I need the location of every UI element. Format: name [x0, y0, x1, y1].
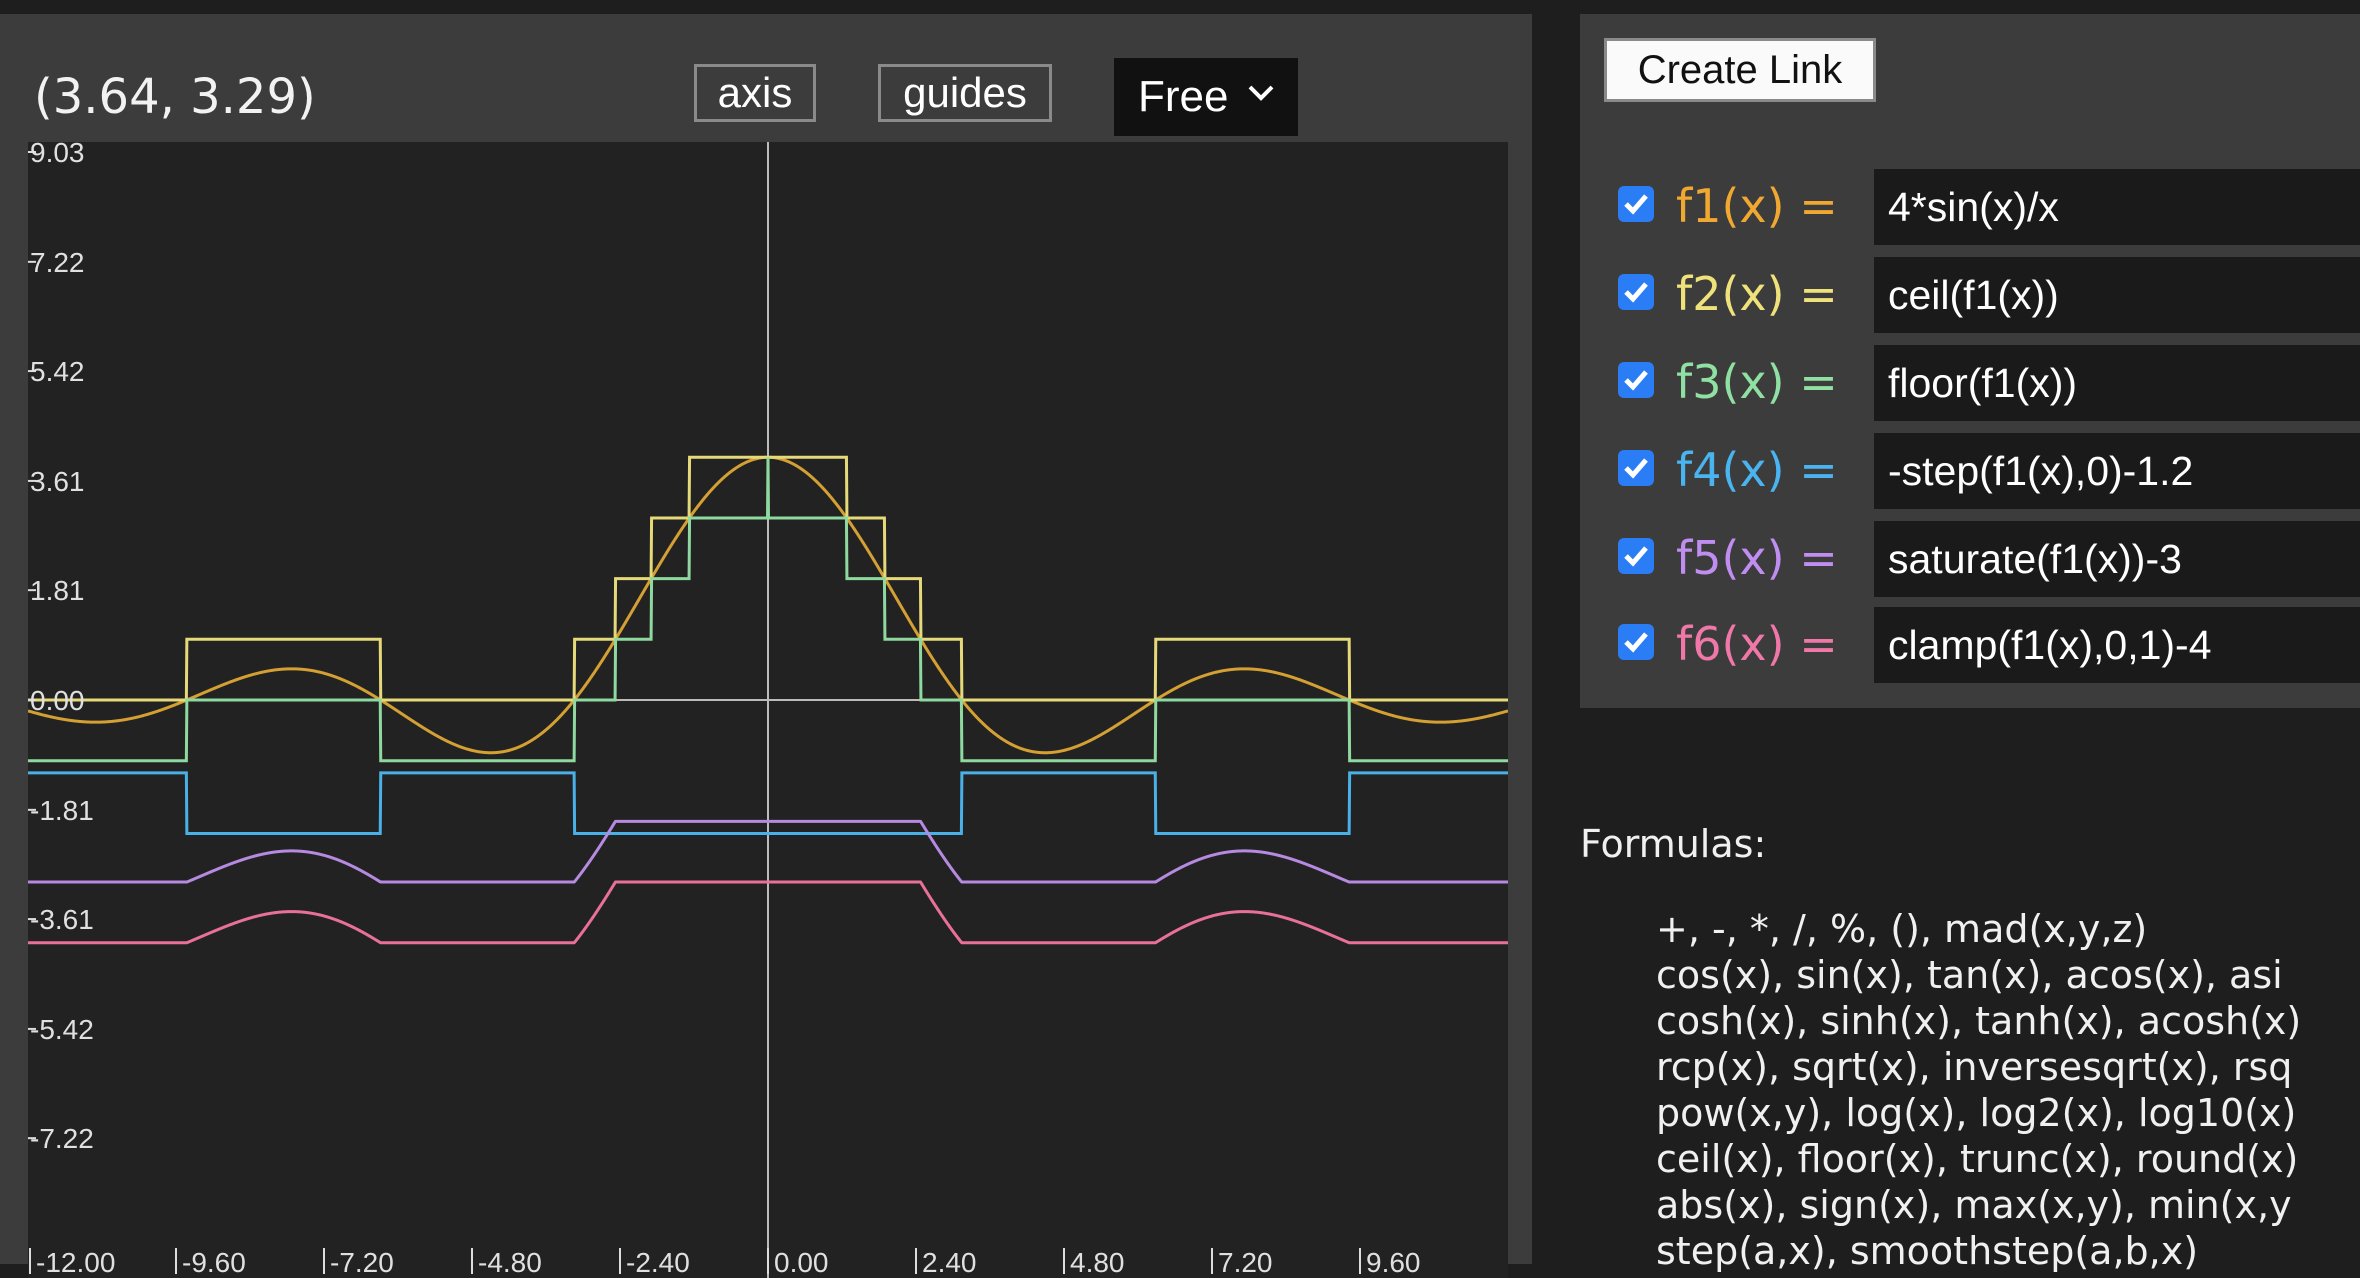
function-enabled-checkbox[interactable]: [1618, 274, 1654, 310]
mode-select-value: Free: [1138, 72, 1229, 121]
function-row: f4(x) = -step(f1(x),0)-1.2: [1580, 433, 2360, 520]
x-tick-label: 0.00: [774, 1247, 829, 1278]
formula-list-item: ceil(x), floor(x), trunc(x), round(x): [1656, 1136, 2360, 1182]
cursor-coordinate-readout: (3.64, 3.29): [34, 69, 316, 125]
function-label: f1(x) =: [1676, 179, 1838, 233]
formula-list-item: abs(x), sign(x), max(x,y), min(x,y: [1656, 1182, 2360, 1228]
plot-area[interactable]: 9.03 7.22 5.42 3.61 1.81 0.00 -1.81 -3.61 -5.42 -…: [28, 142, 1508, 1278]
formula-text: +, -, *, /, %, (), mad(x,y,z): [1656, 907, 2148, 951]
y-tick-label: -1.81: [30, 795, 94, 826]
x-tick-label: -12.00: [36, 1247, 115, 1278]
y-tick-label: 0.00: [30, 685, 85, 716]
axis-toggle-button[interactable]: axis: [694, 64, 816, 122]
y-tick-label: -5.42: [30, 1014, 94, 1045]
x-tick-label: 9.60: [1366, 1247, 1421, 1278]
formula-text: cosh(x), sinh(x), tanh(x), acosh(x): [1656, 999, 2302, 1043]
formula-text: ceil(x), floor(x), trunc(x), round(x): [1656, 1137, 2299, 1181]
x-tick-label: -9.60: [182, 1247, 246, 1278]
chevron-down-icon: [1248, 85, 1274, 101]
formula-list-item: pow(x,y), log(x), log2(x), log10(x): [1656, 1090, 2360, 1136]
formulas-heading: Formulas:: [1580, 822, 1767, 866]
function-label: f3(x) =: [1676, 355, 1838, 409]
function-label: f2(x) =: [1676, 267, 1838, 321]
series-line-f6: [28, 880, 1508, 945]
formula-list-item: cosh(x), sinh(x), tanh(x), acosh(x): [1656, 998, 2360, 1044]
formula-list-item: step(a,x), smoothstep(a,b,x): [1656, 1228, 2360, 1274]
mode-select[interactable]: Free: [1114, 58, 1298, 136]
function-plot[interactable]: 9.03 7.22 5.42 3.61 1.81 0.00 -1.81 -3.61 -5.42 -…: [28, 142, 1508, 1278]
x-tick-label: -2.40: [626, 1247, 690, 1278]
function-expression-input[interactable]: ceil(f1(x)): [1874, 257, 2360, 333]
formulas-list: +, -, *, /, %, (), mad(x,y,z) cos(x), sin…: [1656, 906, 2360, 1274]
function-expression-input[interactable]: 4*sin(x)/x: [1874, 169, 2360, 245]
y-tick-label: 9.03: [30, 142, 85, 168]
formula-list-item: rcp(x), sqrt(x), inversesqrt(x), rsq: [1656, 1044, 2360, 1090]
function-expression-input[interactable]: clamp(f1(x),0,1)-4: [1874, 607, 2360, 683]
function-row: f1(x) = 4*sin(x)/x: [1580, 169, 2360, 256]
guides-toggle-button[interactable]: guides: [878, 64, 1052, 122]
x-tick-label: 4.80: [1070, 1247, 1125, 1278]
function-label: f4(x) =: [1676, 443, 1838, 497]
y-tick-label: 5.42: [30, 356, 85, 387]
function-enabled-checkbox[interactable]: [1618, 362, 1654, 398]
function-label: f5(x) =: [1676, 531, 1838, 585]
checkmark-icon: [1624, 458, 1648, 479]
y-tick-label: -7.22: [30, 1123, 94, 1154]
function-enabled-checkbox[interactable]: [1618, 538, 1654, 574]
y-tick-label: 3.61: [30, 466, 85, 497]
function-row: f5(x) = saturate(f1(x))-3: [1580, 521, 2360, 608]
checkmark-icon: [1624, 282, 1648, 303]
function-editor-panel: Create Link f1(x) = 4*sin(x)/x f2(x) = ceil…: [1580, 14, 2360, 708]
function-enabled-checkbox[interactable]: [1618, 186, 1654, 222]
formula-text: rcp(x), sqrt(x), inversesqrt(x), rsq: [1656, 1045, 2293, 1089]
formula-text: cos(x), sin(x), tan(x), acos(x), asi: [1656, 953, 2283, 997]
series-line-f3: [28, 457, 1508, 763]
function-label: f6(x) =: [1676, 617, 1838, 671]
function-expression-input[interactable]: -step(f1(x),0)-1.2: [1874, 433, 2360, 509]
checkmark-icon: [1624, 546, 1648, 567]
checkmark-icon: [1624, 632, 1648, 653]
checkmark-icon: [1624, 194, 1648, 215]
create-link-button[interactable]: Create Link: [1604, 38, 1876, 102]
function-enabled-checkbox[interactable]: [1618, 450, 1654, 486]
checkmark-icon: [1624, 370, 1648, 391]
series-line-f4: [28, 771, 1508, 836]
formula-list-item: +, -, *, /, %, (), mad(x,y,z): [1656, 906, 2360, 952]
series-line-f5: [28, 819, 1508, 884]
y-tick-label: -3.61: [30, 904, 94, 935]
formula-text: step(a,x), smoothstep(a,b,x): [1656, 1229, 2199, 1273]
x-tick-label: 7.20: [1218, 1247, 1273, 1278]
function-expression-input[interactable]: saturate(f1(x))-3: [1874, 521, 2360, 597]
y-tick-label: 7.22: [30, 247, 85, 278]
y-tick-label: 1.81: [30, 575, 85, 606]
function-row: f6(x) = clamp(f1(x),0,1)-4: [1580, 607, 2360, 694]
function-expression-input[interactable]: floor(f1(x)): [1874, 345, 2360, 421]
formula-text: pow(x,y), log(x), log2(x), log10(x): [1656, 1091, 2297, 1135]
x-tick-label: -7.20: [330, 1247, 394, 1278]
formula-text: abs(x), sign(x), max(x,y), min(x,y: [1656, 1183, 2292, 1227]
x-tick-label: -4.80: [478, 1247, 542, 1278]
graph-panel: (3.64, 3.29) axis guides Free 9.03 7.22 5.…: [0, 14, 1532, 1278]
function-row: f3(x) = floor(f1(x)): [1580, 345, 2360, 432]
formula-list-item: cos(x), sin(x), tan(x), acos(x), asi: [1656, 952, 2360, 998]
x-tick-label: 2.40: [922, 1247, 977, 1278]
function-row: f2(x) = ceil(f1(x)): [1580, 257, 2360, 344]
function-enabled-checkbox[interactable]: [1618, 624, 1654, 660]
